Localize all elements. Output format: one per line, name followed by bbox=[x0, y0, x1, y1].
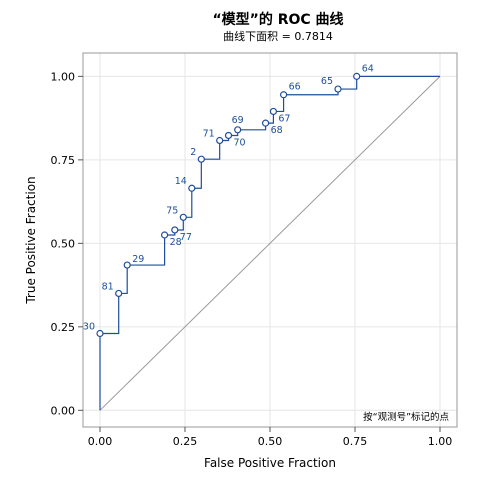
x-tick-label: 0.50 bbox=[258, 435, 283, 448]
roc-point-label: 69 bbox=[232, 115, 244, 126]
roc-point-marker bbox=[224, 131, 233, 140]
roc-point-marker bbox=[261, 119, 270, 127]
roc-point-marker bbox=[188, 184, 196, 192]
roc-point-marker bbox=[161, 231, 169, 239]
roc-point-marker bbox=[123, 261, 131, 269]
roc-points bbox=[96, 72, 361, 338]
x-axis-ticks: 0.00 0.25 0.50 0.75 1.00 bbox=[88, 427, 453, 448]
roc-point-label: 28 bbox=[170, 237, 182, 248]
grid-lines bbox=[83, 53, 457, 427]
reference-diagonal bbox=[99, 76, 441, 411]
roc-point-label: 81 bbox=[102, 281, 114, 292]
roc-point-marker bbox=[280, 91, 288, 99]
roc-point-label: 29 bbox=[132, 254, 144, 265]
roc-point-label: 77 bbox=[180, 232, 192, 243]
roc-point-label: 71 bbox=[203, 128, 215, 139]
roc-point-marker bbox=[115, 289, 123, 298]
roc-point-marker bbox=[334, 85, 342, 93]
roc-point-label: 64 bbox=[362, 63, 374, 74]
x-tick-label: 0.25 bbox=[173, 435, 198, 448]
roc-point-marker bbox=[234, 126, 242, 134]
roc-point-label: 68 bbox=[271, 125, 283, 136]
y-tick-label: 0.50 bbox=[51, 237, 76, 250]
y-tick-label: 0.25 bbox=[51, 321, 76, 334]
roc-point-marker bbox=[353, 72, 361, 80]
roc-point-marker bbox=[197, 155, 205, 163]
roc-point-marker bbox=[216, 136, 224, 145]
roc-point-marker bbox=[179, 213, 187, 221]
roc-point-label: 14 bbox=[175, 176, 187, 187]
roc-point-label: 65 bbox=[321, 76, 333, 87]
roc-curve-line bbox=[99, 75, 440, 411]
roc-point-label: 75 bbox=[166, 205, 178, 216]
roc-point-label: 70 bbox=[234, 137, 246, 148]
roc-point-marker bbox=[269, 107, 277, 116]
y-axis-ticks: 0.00 0.25 0.50 0.75 1.00 bbox=[51, 70, 83, 417]
y-tick-label: 1.00 bbox=[51, 70, 76, 83]
chart-subtitle: 曲线下面积 = 0.7814 bbox=[223, 29, 333, 43]
x-tick-label: 1.00 bbox=[428, 435, 453, 448]
roc-point-label: 66 bbox=[289, 82, 301, 93]
x-tick-label: 0.75 bbox=[343, 435, 368, 448]
roc-point-label: 2 bbox=[190, 147, 196, 158]
y-tick-label: 0.00 bbox=[51, 404, 76, 417]
chart-footnote: 按“观测号”标记的点 bbox=[363, 411, 449, 423]
x-axis-label: False Positive Fraction bbox=[204, 456, 336, 470]
y-tick-label: 0.75 bbox=[51, 154, 76, 167]
roc-point-label: 30 bbox=[83, 322, 95, 333]
roc-point-marker bbox=[96, 329, 104, 338]
roc-point-label: 67 bbox=[278, 113, 290, 124]
roc-point-marker bbox=[171, 226, 179, 234]
y-axis-label: True Positive Fraction bbox=[24, 176, 38, 304]
chart-title: “模型”的 ROC 曲线 bbox=[212, 11, 343, 28]
x-tick-label: 0.00 bbox=[88, 435, 113, 448]
